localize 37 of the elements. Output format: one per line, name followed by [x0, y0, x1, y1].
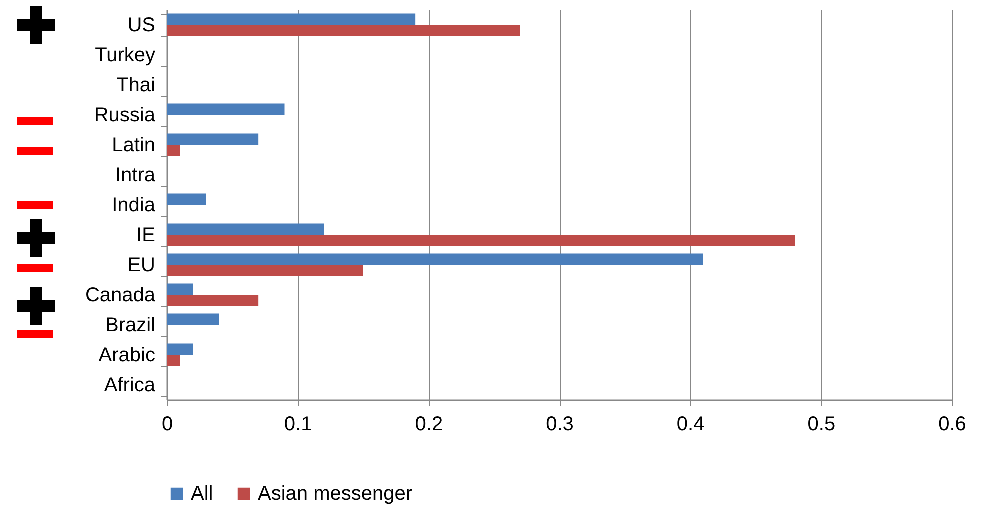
bar: [167, 145, 180, 156]
y-tick-label: Arabic: [98, 344, 156, 366]
y-tick-label: Africa: [104, 374, 156, 396]
bar: [167, 224, 324, 235]
bar: [167, 314, 220, 325]
y-tick-label: Russia: [94, 104, 156, 126]
x-tick-label: 0: [162, 414, 174, 436]
bar: [167, 25, 520, 36]
bar: [167, 295, 259, 306]
x-tick-label: 0.4: [676, 414, 705, 436]
x-tick-label: 0.5: [808, 414, 836, 436]
y-tick-label: Intra: [115, 164, 156, 186]
legend-label: All: [191, 483, 214, 505]
legend-label: Asian messenger: [258, 483, 413, 505]
y-tick-label: India: [112, 194, 156, 216]
y-tick-label: US: [128, 14, 156, 36]
x-tick-label: 0.3: [546, 414, 574, 436]
y-tick-label: Brazil: [105, 314, 156, 336]
x-tick-label: 0.2: [415, 414, 444, 436]
bar: [167, 134, 259, 145]
y-tick-label: Canada: [85, 284, 156, 306]
bar: [167, 355, 180, 366]
bar: [167, 104, 285, 115]
bar: [167, 235, 795, 246]
bar: [167, 194, 206, 205]
x-tick-label: 0.1: [284, 414, 312, 436]
bar: [167, 284, 194, 295]
y-tick-label: Latin: [112, 134, 156, 156]
bar: [167, 254, 704, 265]
y-tick-label: EU: [128, 254, 156, 276]
y-tick-label: Thai: [116, 74, 156, 96]
y-tick-label: IE: [136, 224, 156, 246]
y-tick-label: Turkey: [95, 44, 156, 66]
bar: [167, 14, 416, 25]
bar: [167, 344, 194, 355]
bar: [167, 265, 364, 276]
x-tick-label: 0.6: [938, 414, 966, 436]
